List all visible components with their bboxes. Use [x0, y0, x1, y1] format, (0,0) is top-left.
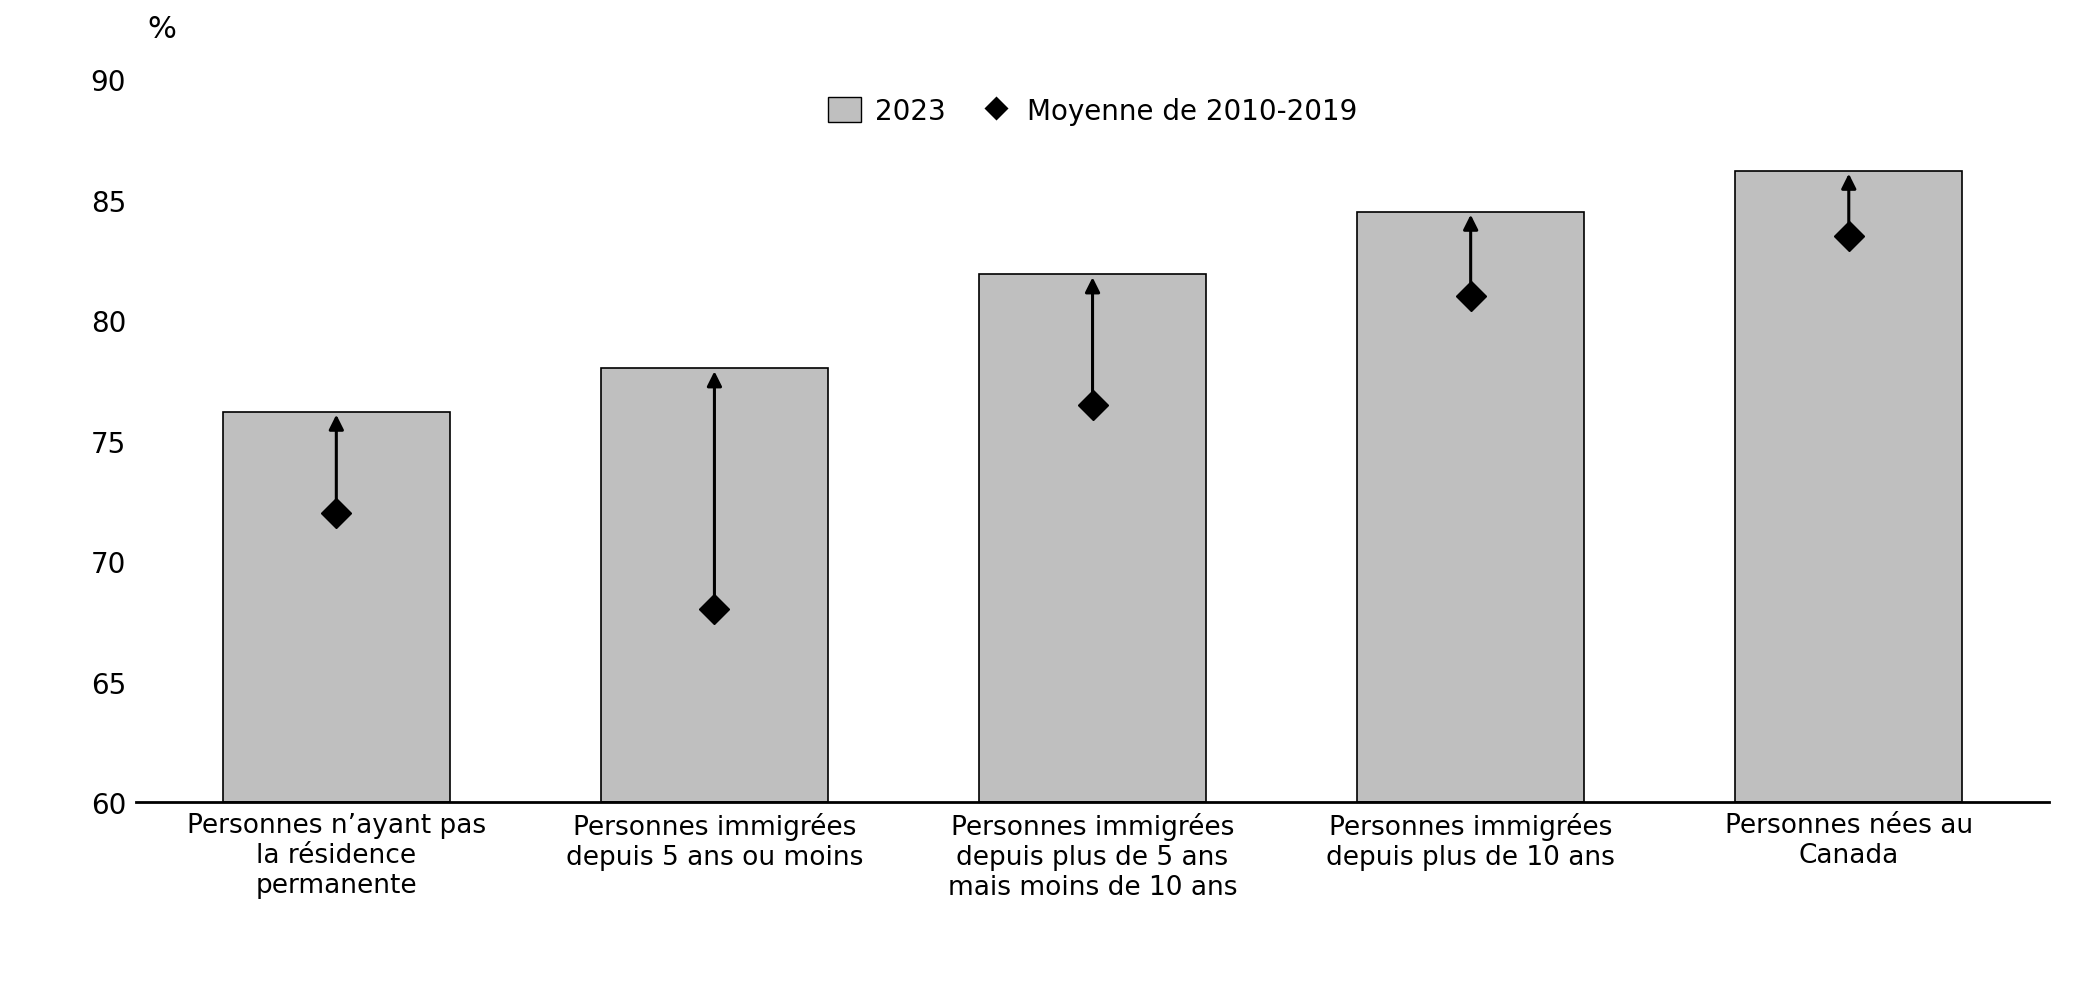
Legend: 2023, Moyenne de 2010-2019: 2023, Moyenne de 2010-2019: [828, 97, 1357, 125]
Bar: [1736, 172, 1961, 802]
Text: %: %: [146, 15, 176, 44]
Bar: [224, 412, 450, 802]
Bar: [1357, 213, 1585, 802]
Bar: [979, 275, 1207, 802]
Bar: [600, 369, 828, 802]
